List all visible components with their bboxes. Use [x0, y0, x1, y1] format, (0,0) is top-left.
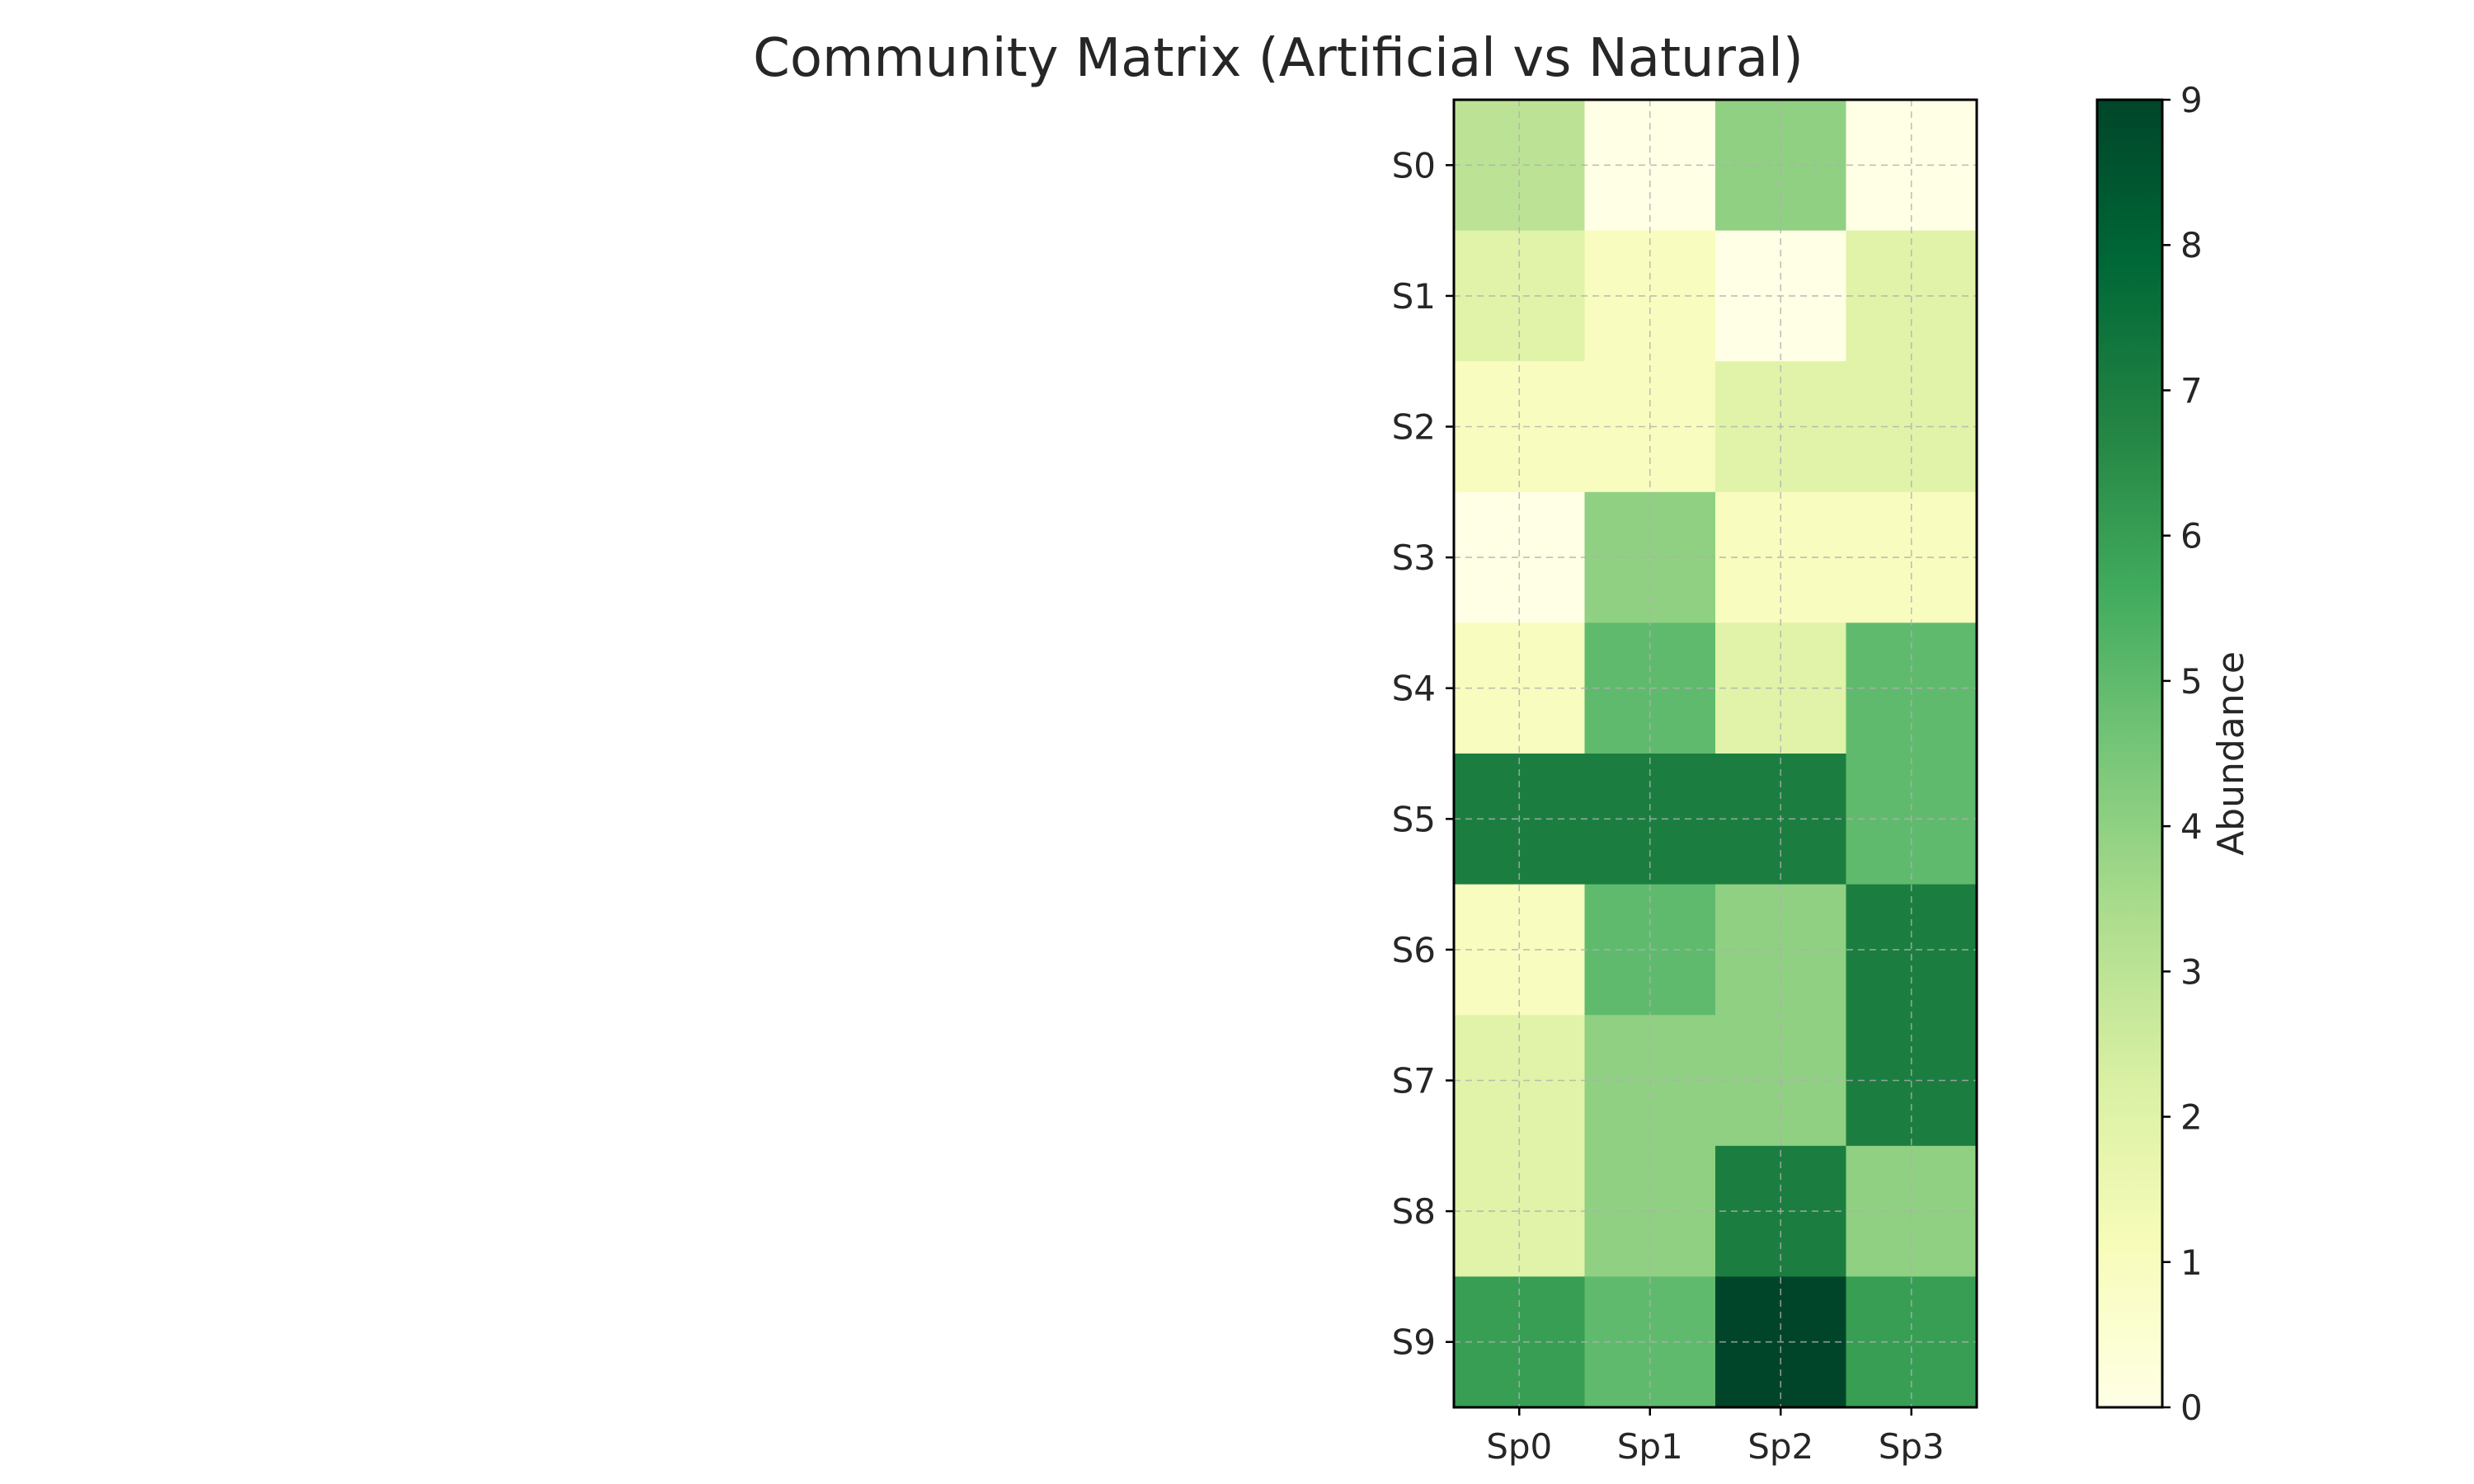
row-tick-label-s2: S2 [1392, 407, 1436, 448]
heatmap-cell-s6-sp3 [1846, 884, 1978, 1016]
row-tick-label-s4: S4 [1392, 669, 1436, 709]
colorbar-tick-label-7: 7 [2180, 370, 2203, 411]
column-tick-label-sp1: Sp1 [1617, 1426, 1683, 1467]
colorbar-ticks: 0 1 2 3 4 5 6 7 8 9 [2162, 80, 2203, 1428]
colorbar [2095, 98, 2164, 1409]
column-tick-label-sp0: Sp0 [1486, 1426, 1552, 1467]
gridlines [1454, 100, 1977, 1407]
colorbar-tick-label-1: 1 [2180, 1242, 2203, 1283]
column-labels: Sp0 Sp1 Sp2 Sp3 [1486, 1407, 1945, 1467]
row-tick-label-s1: S1 [1392, 276, 1436, 317]
colorbar-tick-label-8: 8 [2180, 225, 2203, 265]
row-tick-label-s7: S7 [1392, 1061, 1436, 1101]
row-tick-label-s5: S5 [1392, 799, 1436, 839]
row-labels: S0 S1 S2 S3 S4 S5 S6 S7 S8 S9 [1392, 145, 1454, 1363]
heatmap-frame [1452, 98, 1978, 1409]
heatmap-cell-s9-sp0 [1454, 1276, 1586, 1408]
column-tick-label-sp3: Sp3 [1879, 1426, 1945, 1467]
colorbar-tick-label-5: 5 [2180, 661, 2203, 702]
colorbar-tick-label-6: 6 [2180, 516, 2203, 556]
chart-title: Community Matrix (Artificial vs Natural) [753, 28, 1804, 89]
colorbar-tick-label-0: 0 [2180, 1388, 2203, 1428]
colorbar-label: Abundance [2210, 651, 2252, 856]
colorbar-tick-label-3: 3 [2180, 951, 2203, 992]
heatmap-cell-s0-sp0 [1454, 100, 1586, 232]
heatmap-cell-s3-sp0 [1454, 491, 1586, 623]
colorbar-tick-label-4: 4 [2180, 806, 2203, 847]
colorbar-tick-label-9: 9 [2180, 80, 2203, 120]
heatmap-cell-s6-sp0 [1454, 884, 1586, 1016]
row-tick-label-s6: S6 [1392, 930, 1436, 970]
heatmap-cell-s9-sp3 [1846, 1276, 1978, 1408]
colorbar-tick-label-2: 2 [2180, 1097, 2203, 1138]
column-tick-label-sp2: Sp2 [1747, 1426, 1813, 1467]
row-tick-label-s3: S3 [1392, 538, 1436, 578]
row-tick-label-s8: S8 [1392, 1191, 1436, 1232]
row-tick-label-s0: S0 [1392, 145, 1436, 186]
heatmap-cell-s3-sp3 [1846, 491, 1978, 623]
row-tick-label-s9: S9 [1392, 1322, 1436, 1363]
heatmap-cell-s0-sp3 [1846, 100, 1978, 232]
